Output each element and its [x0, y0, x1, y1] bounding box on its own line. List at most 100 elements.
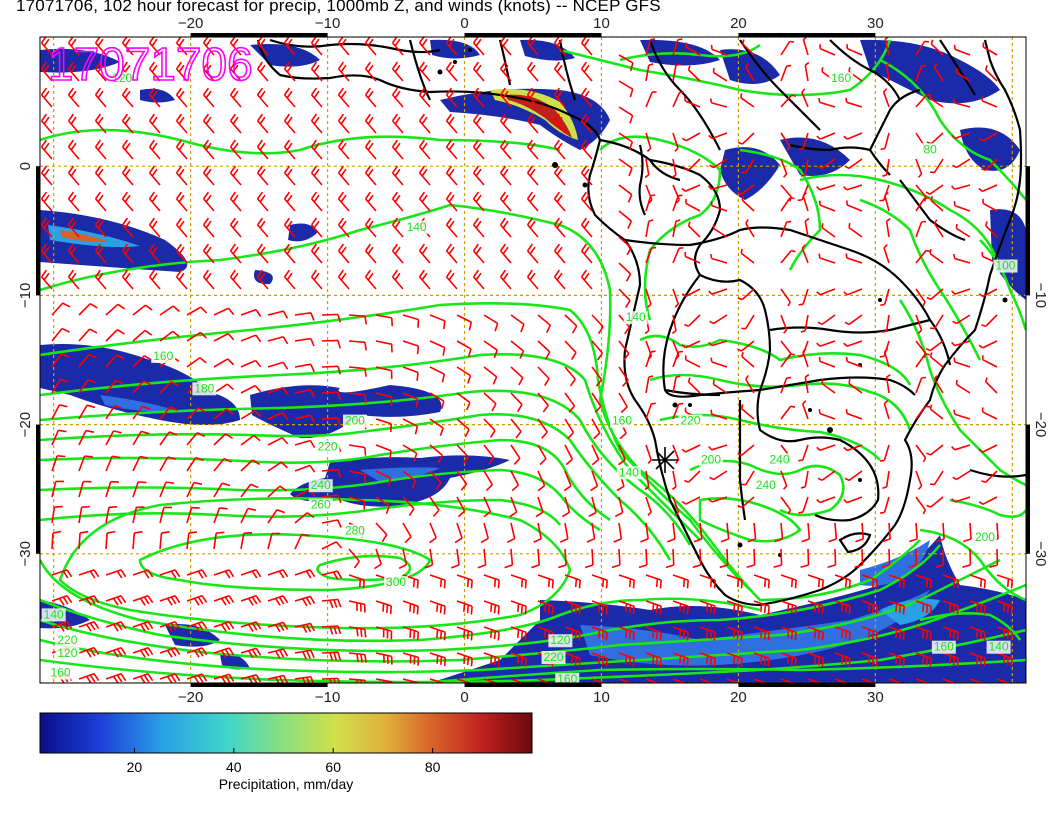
wind-barb-feather [545, 351, 551, 360]
wind-barb-feather [200, 306, 208, 314]
wind-barb-staff [499, 198, 512, 212]
wind-barb-feather [705, 655, 709, 664]
contour-label-bg [548, 634, 573, 648]
wind-barb-staff [321, 339, 339, 342]
wind-barb-staff [672, 522, 676, 539]
wind-barb-staff [375, 418, 392, 425]
wind-barb-staff [915, 197, 926, 212]
wind-barb-staff [564, 392, 576, 407]
wind-barb-staff [884, 132, 890, 149]
wind-barb-staff [294, 311, 311, 316]
wind-barb-feather [40, 217, 48, 226]
wind-barb-feather [983, 632, 986, 641]
wind-barb-staff [429, 470, 442, 484]
wind-barb-feather [616, 485, 625, 492]
wind-barb-feather [625, 603, 628, 612]
wind-barb-feather [337, 417, 342, 427]
wind-barb-feather [556, 38, 563, 47]
wind-barb-staff [915, 41, 926, 56]
wind-barb-feather [629, 62, 634, 72]
wind-barb-staff [807, 574, 824, 581]
wind-barb-feather [124, 246, 131, 255]
wind-barb-feather [394, 38, 401, 47]
wind-barb-staff [780, 288, 791, 303]
wind-barb-feather [844, 604, 848, 614]
wind-barb-feather [713, 580, 716, 589]
wind-barb-feather [502, 116, 509, 125]
wind-barb-feather [902, 632, 905, 641]
wind-barb-feather [310, 165, 318, 174]
contour-label-bg [342, 414, 367, 428]
wind-barb-staff [821, 470, 836, 481]
wind-barb-feather [97, 38, 104, 47]
wind-barb-feather [1010, 606, 1013, 615]
contour-label-bg [151, 350, 176, 363]
wind-barb-feather [141, 430, 150, 435]
wind-barb-staff [445, 224, 458, 238]
wind-barb-staff [310, 146, 323, 160]
wind-barb-staff [51, 532, 54, 550]
wind-barb-feather [956, 580, 959, 589]
wind-barb-feather [632, 658, 635, 667]
colorbar-ticks: 20 40 60 80 [127, 748, 441, 775]
wind-barb-feather [843, 446, 848, 452]
wind-barb-feather [310, 191, 318, 200]
wind-barb-staff [510, 392, 523, 406]
wind-barb-staff [159, 532, 163, 550]
contour-label: 220 [318, 439, 338, 453]
wind-barb-feather [116, 674, 123, 683]
wind-barb-staff [801, 403, 809, 420]
wind-barb-feather [926, 296, 932, 301]
wind-barb-feather [232, 194, 239, 203]
wind-barb-feather [224, 648, 231, 657]
wind-barb-staff [364, 42, 377, 56]
wind-barb-feather [313, 116, 320, 125]
wind-barb-staff [78, 328, 91, 342]
wind-barb-staff [202, 146, 215, 160]
wind-barb-feather [979, 578, 983, 588]
wind-barb-staff [121, 172, 134, 186]
contour-label-bg [110, 72, 135, 86]
wind-barb-staff [807, 600, 824, 607]
wind-barb-staff [618, 444, 626, 461]
wind-barb-feather [976, 629, 979, 638]
wind-barb-feather [175, 113, 183, 122]
wind-barb-feather [951, 134, 956, 140]
wind-barb-feather [197, 674, 204, 683]
wind-barb-feather [232, 38, 239, 47]
wind-barb-staff [807, 522, 811, 540]
wind-barb-feather [281, 437, 289, 445]
wind-barb-staff [553, 250, 566, 264]
wind-barb-staff [969, 600, 986, 607]
tick-label-lon-bottom: 30 [867, 689, 884, 706]
wind-barb-feather [40, 87, 48, 96]
wind-barb-feather [256, 269, 264, 278]
wind-barb-feather [443, 606, 446, 615]
wind-barb-staff [819, 257, 836, 264]
wind-barb-feather [121, 113, 129, 122]
wind-barb-feather [794, 606, 797, 615]
wind-barb-feather [843, 135, 848, 140]
wind-barb-feather [274, 624, 281, 633]
wind-barb-staff [348, 470, 365, 475]
wind-barb-staff [51, 569, 68, 576]
wind-barb-staff [753, 600, 770, 607]
wind-barb-feather [340, 220, 347, 229]
wind-barb-feather [139, 455, 149, 459]
wind-barb-feather [580, 191, 588, 200]
wind-barb-staff [996, 522, 999, 540]
wind-barb-feather [682, 604, 686, 614]
wind-barb-feather [1003, 603, 1006, 612]
wind-barb-feather [139, 675, 146, 683]
wind-barb-feather [708, 134, 713, 140]
wind-barb-feather [818, 97, 821, 103]
wind-barb-feather [70, 116, 77, 125]
wind-barb-staff [726, 574, 743, 581]
wind-barb-feather [659, 606, 662, 615]
wind-barb-feather [251, 622, 258, 631]
wind-barb-feather [556, 220, 563, 229]
wind-barb-staff [537, 392, 549, 406]
wind-barb-feather [275, 676, 280, 683]
wind-barb-feather [229, 139, 237, 148]
